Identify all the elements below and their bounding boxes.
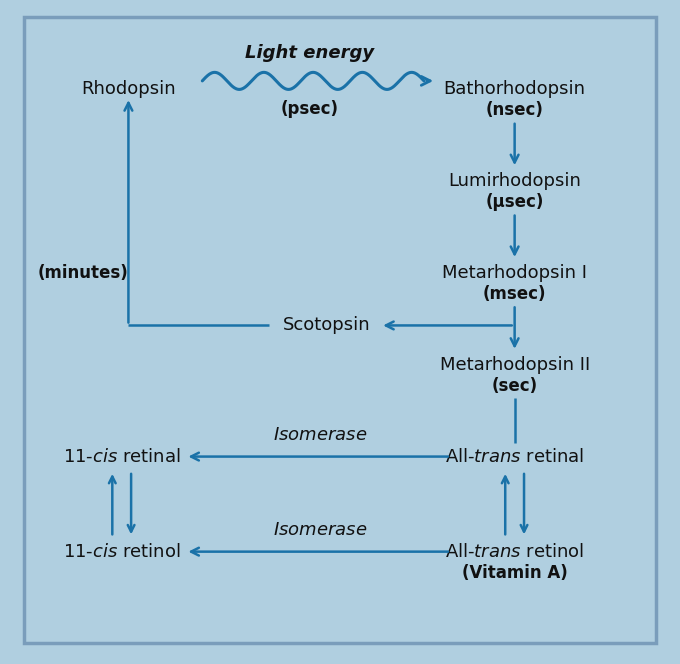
Text: (psec): (psec): [281, 100, 339, 118]
Text: Metarhodopsin II: Metarhodopsin II: [439, 356, 590, 374]
Text: (sec): (sec): [492, 376, 538, 395]
Text: Lumirhodopsin: Lumirhodopsin: [448, 172, 581, 190]
Text: Rhodopsin: Rhodopsin: [81, 80, 175, 98]
Text: $\bf{\it{Isomerase}}$: $\bf{\it{Isomerase}}$: [273, 426, 367, 444]
Text: (minutes): (minutes): [38, 264, 129, 282]
Text: All-$\it{trans}$ retinol: All-$\it{trans}$ retinol: [445, 542, 584, 560]
Text: (Vitamin A): (Vitamin A): [462, 564, 568, 582]
FancyBboxPatch shape: [24, 17, 656, 643]
Text: $\bf{\it{Isomerase}}$: $\bf{\it{Isomerase}}$: [273, 521, 367, 539]
Text: (msec): (msec): [483, 285, 547, 303]
Text: Scotopsin: Scotopsin: [283, 317, 371, 335]
Text: (μsec): (μsec): [486, 193, 544, 211]
Text: Light energy: Light energy: [245, 44, 374, 62]
Text: 11-$\it{cis}$ retinal: 11-$\it{cis}$ retinal: [63, 448, 181, 465]
Text: (nsec): (nsec): [486, 102, 543, 120]
Text: 11-$\it{cis}$ retinol: 11-$\it{cis}$ retinol: [63, 542, 181, 560]
Text: Bathorhodopsin: Bathorhodopsin: [443, 80, 585, 98]
Text: Metarhodopsin I: Metarhodopsin I: [442, 264, 587, 282]
Text: All-$\it{trans}$ retinal: All-$\it{trans}$ retinal: [445, 448, 584, 465]
